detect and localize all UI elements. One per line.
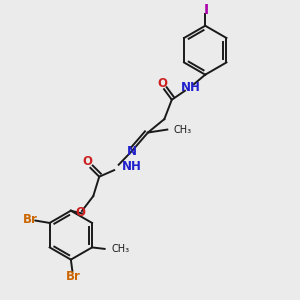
Text: Br: Br <box>23 214 38 226</box>
Text: CH₃: CH₃ <box>111 244 129 254</box>
Text: CH₃: CH₃ <box>173 124 191 135</box>
Text: I: I <box>204 3 209 16</box>
Text: O: O <box>157 76 167 89</box>
Text: NH: NH <box>180 81 200 94</box>
Text: Br: Br <box>65 270 80 283</box>
Text: N: N <box>127 145 136 158</box>
Text: O: O <box>75 206 85 219</box>
Text: O: O <box>82 155 92 168</box>
Text: NH: NH <box>122 160 142 173</box>
